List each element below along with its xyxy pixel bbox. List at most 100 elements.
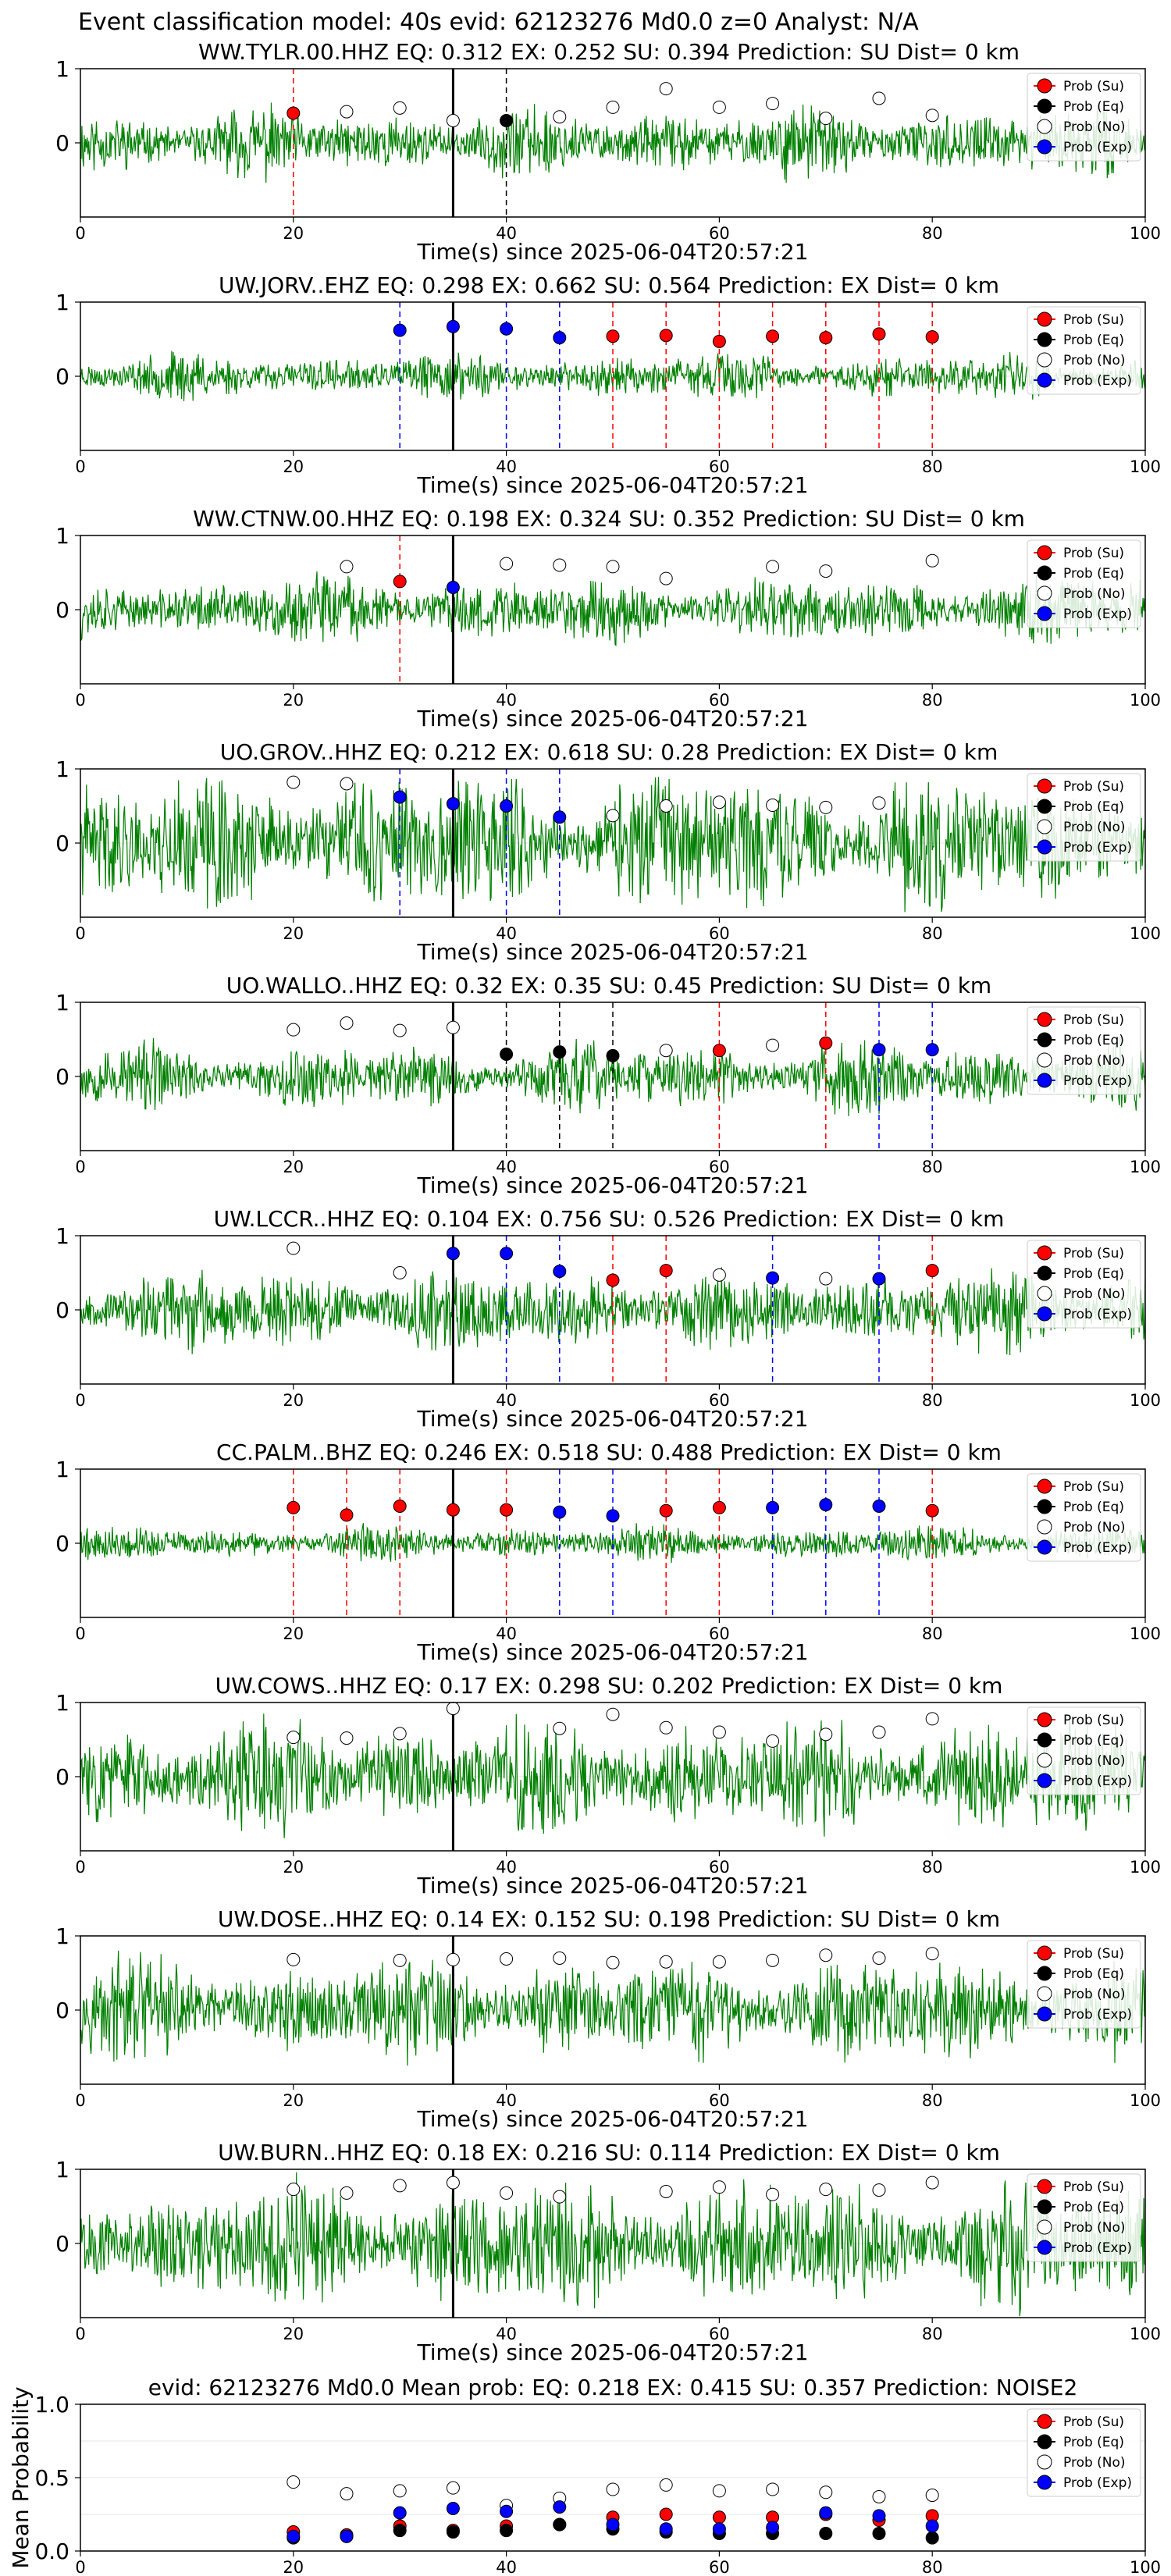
- x-tick-label: 80: [922, 1391, 943, 1410]
- mean-prob-point: [553, 2517, 567, 2532]
- y-tick-label: 0.0: [34, 2539, 69, 2564]
- x-axis-label: Time(s) since 2025-06-04T20:57:21: [416, 706, 808, 731]
- prob-point: [712, 1500, 726, 1514]
- prob-point: [287, 1952, 301, 1966]
- prob-point: [925, 330, 939, 344]
- x-tick-label: 80: [922, 457, 943, 476]
- y-tick-label: 0: [55, 2231, 69, 2257]
- legend-marker: [1037, 98, 1052, 114]
- prob-point: [393, 790, 407, 804]
- x-tick-label: 80: [922, 1858, 943, 1877]
- x-tick-label: 60: [709, 1858, 730, 1877]
- y-tick-label: 1: [55, 1690, 69, 1716]
- mean-prob-point: [819, 2485, 833, 2500]
- x-tick-label: 100: [1130, 2558, 1161, 2576]
- x-tick-label: 60: [709, 1624, 730, 1643]
- x-tick-label: 20: [283, 2325, 304, 2343]
- x-tick-label: 0: [75, 1858, 85, 1877]
- legend-marker: [1037, 2240, 1052, 2255]
- prob-point: [446, 1020, 460, 1034]
- panel-title: UW.LCCR..HHZ EQ: 0.104 EX: 0.756 SU: 0.5…: [214, 1206, 1005, 1232]
- mean-prob-point: [553, 2500, 567, 2514]
- mean-prob-point: [446, 2481, 460, 2495]
- legend-label: Prob (Exp): [1063, 140, 1132, 155]
- y-tick-label: 0: [55, 130, 69, 156]
- mean-prob-point: [287, 2529, 301, 2543]
- prob-point: [872, 796, 886, 810]
- station-panel: WW.TYLR.00.HHZ EQ: 0.312 EX: 0.252 SU: 0…: [55, 39, 1161, 265]
- x-tick-label: 100: [1130, 2091, 1161, 2110]
- station-panel: UO.WALLO..HHZ EQ: 0.32 EX: 0.35 SU: 0.45…: [55, 973, 1161, 1198]
- prob-point: [872, 1500, 886, 1513]
- mean-prob-point: [659, 2507, 673, 2521]
- prob-point: [712, 100, 726, 114]
- x-tick-label: 20: [283, 924, 304, 943]
- prob-point: [287, 1731, 301, 1745]
- waveform-trace: [80, 1950, 1146, 2066]
- mean-prob-point: [819, 2506, 833, 2520]
- prob-point: [553, 2190, 567, 2204]
- x-tick-label: 40: [496, 2558, 517, 2576]
- mean-prob-point: [340, 2487, 354, 2501]
- prob-point: [819, 1272, 833, 1286]
- mean-prob-point: [925, 2519, 939, 2533]
- mean-prob-point: [606, 2482, 620, 2496]
- prob-point: [393, 2179, 407, 2193]
- x-tick-label: 40: [496, 2091, 517, 2110]
- x-tick-label: 100: [1130, 1158, 1161, 1176]
- prob-point: [766, 1500, 780, 1514]
- mean-prob-point: [446, 2501, 460, 2515]
- mean-prob-point: [340, 2529, 354, 2543]
- prob-point: [872, 1272, 886, 1286]
- prob-point: [766, 560, 780, 574]
- prob-point: [659, 1044, 673, 1058]
- station-panel: WW.CTNW.00.HHZ EQ: 0.198 EX: 0.324 SU: 0…: [55, 506, 1161, 731]
- mean-prob-point: [925, 2489, 939, 2503]
- y-tick-label: 0: [55, 1297, 69, 1323]
- prob-point: [446, 2176, 460, 2190]
- x-tick-label: 20: [283, 691, 304, 710]
- waveform-trace: [80, 777, 1146, 913]
- prob-point: [393, 1953, 407, 1967]
- panel-title: UW.COWS..HHZ EQ: 0.17 EX: 0.298 SU: 0.20…: [215, 1673, 1003, 1699]
- y-tick-label: 0: [55, 1764, 69, 1790]
- legend-marker: [1037, 1519, 1052, 1535]
- prob-point: [446, 1702, 460, 1716]
- prob-point: [340, 2186, 354, 2200]
- y-tick-label: 0.5: [34, 2465, 69, 2491]
- y-tick-label: 1: [55, 56, 69, 82]
- mean-prob-point: [393, 2484, 407, 2498]
- x-tick-label: 40: [496, 1624, 517, 1643]
- prob-point: [925, 1264, 939, 1278]
- prob-point: [659, 2185, 673, 2198]
- prob-point: [500, 1503, 514, 1517]
- prob-point: [712, 334, 726, 348]
- x-axis-label: Time(s) since 2025-06-04T20:57:21: [416, 472, 808, 498]
- prob-point: [819, 2183, 833, 2197]
- prob-point: [340, 1508, 354, 1522]
- mean-prob-point: [766, 2521, 780, 2535]
- legend-marker: [1037, 2199, 1052, 2215]
- x-tick-label: 80: [922, 2325, 943, 2343]
- prob-point: [446, 581, 460, 594]
- legend-marker: [1037, 2219, 1052, 2235]
- prob-point: [925, 2176, 939, 2190]
- x-axis-label: Time(s) since 2025-06-04T20:57:21: [416, 1639, 808, 1665]
- legend-box: [1027, 73, 1141, 162]
- x-tick-label: 0: [75, 2558, 85, 2576]
- y-tick-label: 1: [55, 523, 69, 549]
- legend-marker: [1037, 1265, 1052, 1281]
- legend-label: Prob (Su): [1063, 1713, 1124, 1728]
- prob-point: [553, 558, 567, 572]
- y-tick-label: 0: [55, 364, 69, 390]
- legend-marker: [1037, 2414, 1052, 2429]
- x-tick-label: 100: [1130, 224, 1161, 243]
- x-tick-label: 60: [709, 1158, 730, 1176]
- legend-label: Prob (Su): [1063, 312, 1124, 328]
- legend-label: Prob (Exp): [1063, 373, 1132, 389]
- prob-point: [712, 1725, 726, 1739]
- prob-point: [819, 1727, 833, 1742]
- legend-marker: [1037, 839, 1052, 855]
- legend-label: Prob (Exp): [1063, 1774, 1132, 1789]
- prob-point: [287, 1241, 301, 1255]
